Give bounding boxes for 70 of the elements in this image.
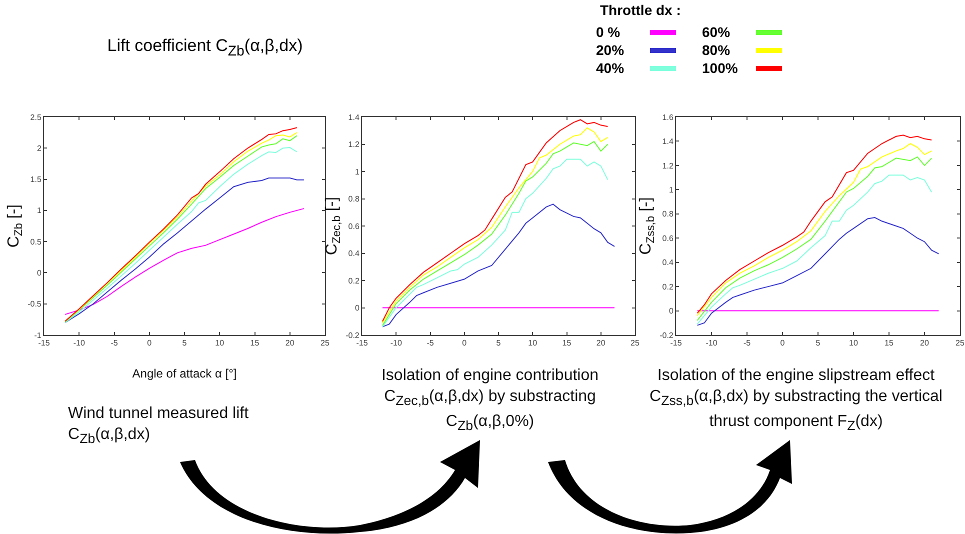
y-tick-label: -1 bbox=[34, 330, 42, 340]
x-tick-label: 15 bbox=[562, 338, 572, 348]
text: Wind tunnel measured lift C$_{Zb}$(α,β,dx) bbox=[68, 404, 250, 448]
x-tick-label: -15 bbox=[670, 338, 682, 348]
x-tick-label: -15 bbox=[38, 338, 50, 348]
x-tick-label: -5 bbox=[743, 338, 752, 348]
y-tick-label: 0.6 bbox=[348, 222, 360, 231]
x-axis-title: Angle of attack α [°] bbox=[132, 366, 237, 380]
y-tick-label: 0.4 bbox=[662, 258, 674, 268]
y-tick-label: 0 bbox=[668, 306, 674, 316]
x-tick-label: -10 bbox=[390, 338, 402, 348]
line-series bbox=[64, 178, 304, 324]
x-tick-label: 20 bbox=[920, 338, 930, 348]
x-tick-label: -5 bbox=[426, 338, 434, 348]
text: Isolation of the engine slipstream effect C$_{Zss,b}$(α,β,dx) by substracting the vertical thrust component F$_{Z}$(dx) bbox=[648, 366, 944, 436]
y-tick-label: -0.5 bbox=[28, 300, 42, 309]
y-tick-label: 1.4 bbox=[662, 137, 674, 146]
chart-title: Lift coefficient C$_{Zb}$(α,β,dx) bbox=[106, 36, 304, 60]
y-tick-label: -0.2 bbox=[346, 330, 360, 340]
x-tick-label: 10 bbox=[528, 338, 538, 348]
y-tick-label: 0 bbox=[354, 304, 360, 313]
x-tick-label: 5 bbox=[816, 338, 821, 348]
legend-label: 0 % bbox=[596, 24, 622, 40]
x-tick-label: 5 bbox=[496, 338, 502, 348]
y-tick-label: 1.2 bbox=[348, 140, 360, 150]
legend-label: 80% bbox=[702, 42, 732, 58]
y-tick-label: 2.5 bbox=[30, 112, 42, 122]
y-tick-label: 0.6 bbox=[662, 234, 674, 243]
x-tick-label: 25 bbox=[630, 338, 640, 348]
x-tick-label: 0 bbox=[780, 338, 786, 348]
y-tick-label: 1.4 bbox=[348, 112, 360, 122]
x-tick-label: 25 bbox=[320, 338, 330, 348]
y-tick-label: 1.2 bbox=[662, 161, 674, 170]
y-tick-label: 0.2 bbox=[348, 276, 360, 286]
x-tick-label: -10 bbox=[706, 338, 718, 348]
legend-label: 20% bbox=[596, 42, 626, 58]
text: Isolation of engine contribution C$_{Zec,b}$(α,β,dx) by substracting C$_{Zb}$(α,β,0%) bbox=[380, 366, 600, 436]
legend-label: 60% bbox=[702, 24, 732, 40]
x-tick-label: 15 bbox=[250, 338, 260, 348]
y-tick-label: 1.5 bbox=[30, 175, 42, 184]
y-tick-label: 0.8 bbox=[662, 210, 674, 219]
y-tick-label: 1.6 bbox=[662, 112, 674, 122]
y-tick-label: -0.2 bbox=[660, 330, 674, 340]
x-tick-label: 25 bbox=[956, 338, 965, 348]
legend-label: 40% bbox=[596, 60, 626, 76]
x-tick-label: 0 bbox=[462, 338, 468, 348]
x-tick-label: 20 bbox=[596, 338, 606, 348]
x-tick-label: 20 bbox=[285, 338, 295, 348]
y-tick-label: 0.2 bbox=[662, 282, 674, 292]
y-tick-label: 2 bbox=[36, 144, 42, 153]
y-tick-label: 1 bbox=[36, 206, 42, 216]
x-tick-label: -5 bbox=[110, 338, 118, 348]
legend-title: Throttle dx : bbox=[600, 2, 682, 18]
x-tick-label: 15 bbox=[884, 338, 894, 348]
y-tick-label: 0.8 bbox=[348, 194, 360, 204]
x-tick-label: 10 bbox=[215, 338, 225, 348]
legend-label: 100% bbox=[702, 60, 739, 76]
line-series bbox=[64, 208, 304, 315]
x-tick-label: -15 bbox=[356, 338, 368, 348]
y-tick-label: 1 bbox=[354, 167, 360, 176]
line-series bbox=[382, 204, 616, 328]
x-tick-label: 0 bbox=[147, 338, 152, 348]
y-tick-label: 0.5 bbox=[30, 237, 42, 246]
y-tick-label: 0.4 bbox=[348, 249, 360, 258]
y-tick-label: 1 bbox=[668, 185, 674, 194]
x-tick-label: 5 bbox=[182, 338, 188, 348]
y-tick-label: 0 bbox=[36, 268, 42, 278]
line-series bbox=[696, 217, 940, 326]
x-tick-label: -10 bbox=[73, 338, 86, 348]
x-tick-label: 10 bbox=[849, 338, 858, 348]
